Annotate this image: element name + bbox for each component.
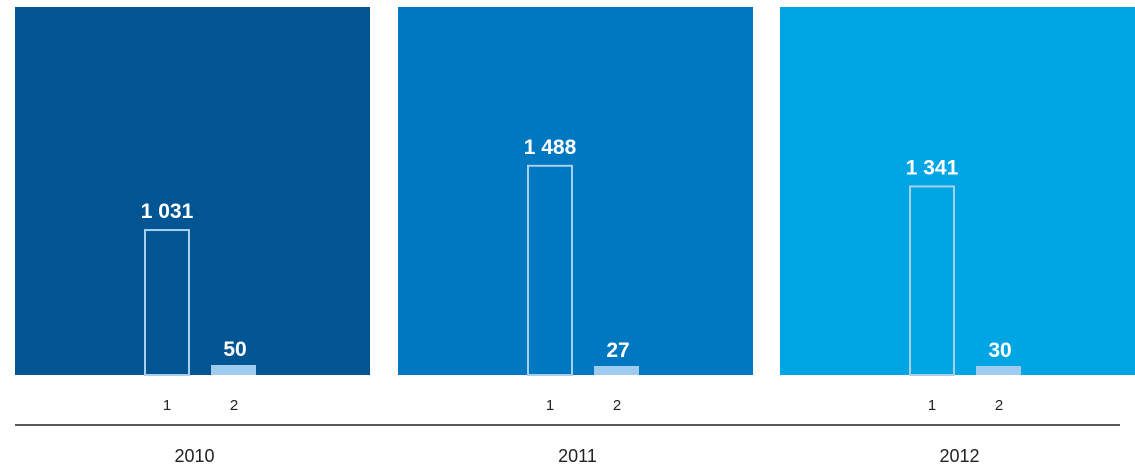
bar-2011-2 xyxy=(594,366,639,375)
value-label-2012-2: 30 xyxy=(988,339,1011,362)
panel-2012 xyxy=(780,7,1135,375)
category-label-2012-1: 1 xyxy=(928,397,936,414)
value-label-2011-2: 27 xyxy=(606,339,629,362)
value-label-2011-1: 1 488 xyxy=(524,136,577,159)
category-label-2010-2: 2 xyxy=(230,397,238,414)
year-label-2010: 2010 xyxy=(174,446,214,466)
year-label-2012: 2012 xyxy=(939,446,979,466)
category-label-2011-1: 1 xyxy=(546,397,554,414)
category-label-2012-2: 2 xyxy=(995,397,1003,414)
year-panels: 1 031 50 1 2 2010 1 488 27 1 2 2011 1 341 30 1 2 2012 xyxy=(15,7,1135,466)
bar-2010-1 xyxy=(144,229,190,376)
bar-2012-1 xyxy=(909,185,955,376)
bar-2010-2 xyxy=(211,364,256,375)
bar-2011-1 xyxy=(527,164,573,376)
category-label-2011-2: 2 xyxy=(613,397,621,414)
value-label-2010-2: 50 xyxy=(223,338,246,361)
year-label-2011: 2011 xyxy=(558,446,597,466)
value-label-2010-1: 1 031 xyxy=(141,200,194,223)
value-label-2012-1: 1 341 xyxy=(906,156,959,179)
panel-2011 xyxy=(398,7,753,375)
category-label-2010-1: 1 xyxy=(163,397,171,414)
panel-2010 xyxy=(15,7,370,375)
bar-2012-2 xyxy=(976,366,1021,375)
